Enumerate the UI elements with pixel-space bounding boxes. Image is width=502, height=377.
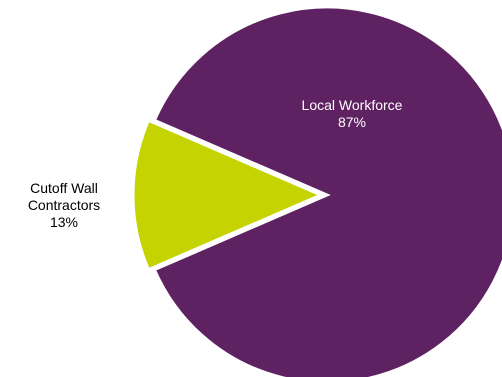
data-label-local-workforce: Local Workforce 87% bbox=[276, 97, 428, 131]
data-label-cutoff-wall-contractors: Cutoff Wall Contractors 13% bbox=[6, 180, 122, 231]
pie-slices bbox=[131, 5, 502, 377]
pie-slice-local-workforce bbox=[152, 5, 502, 377]
slice-value-cutoff-wall-contractors: 13% bbox=[49, 214, 79, 230]
slice-label-line-1: Cutoff Wall bbox=[30, 180, 98, 196]
pie-slice-cutoff-wall-contractors bbox=[131, 118, 325, 272]
slice-value-local-workforce: 87% bbox=[337, 114, 367, 130]
slice-label-local-workforce: Local Workforce bbox=[301, 97, 403, 113]
slice-label-line-2: Contractors bbox=[27, 197, 101, 213]
